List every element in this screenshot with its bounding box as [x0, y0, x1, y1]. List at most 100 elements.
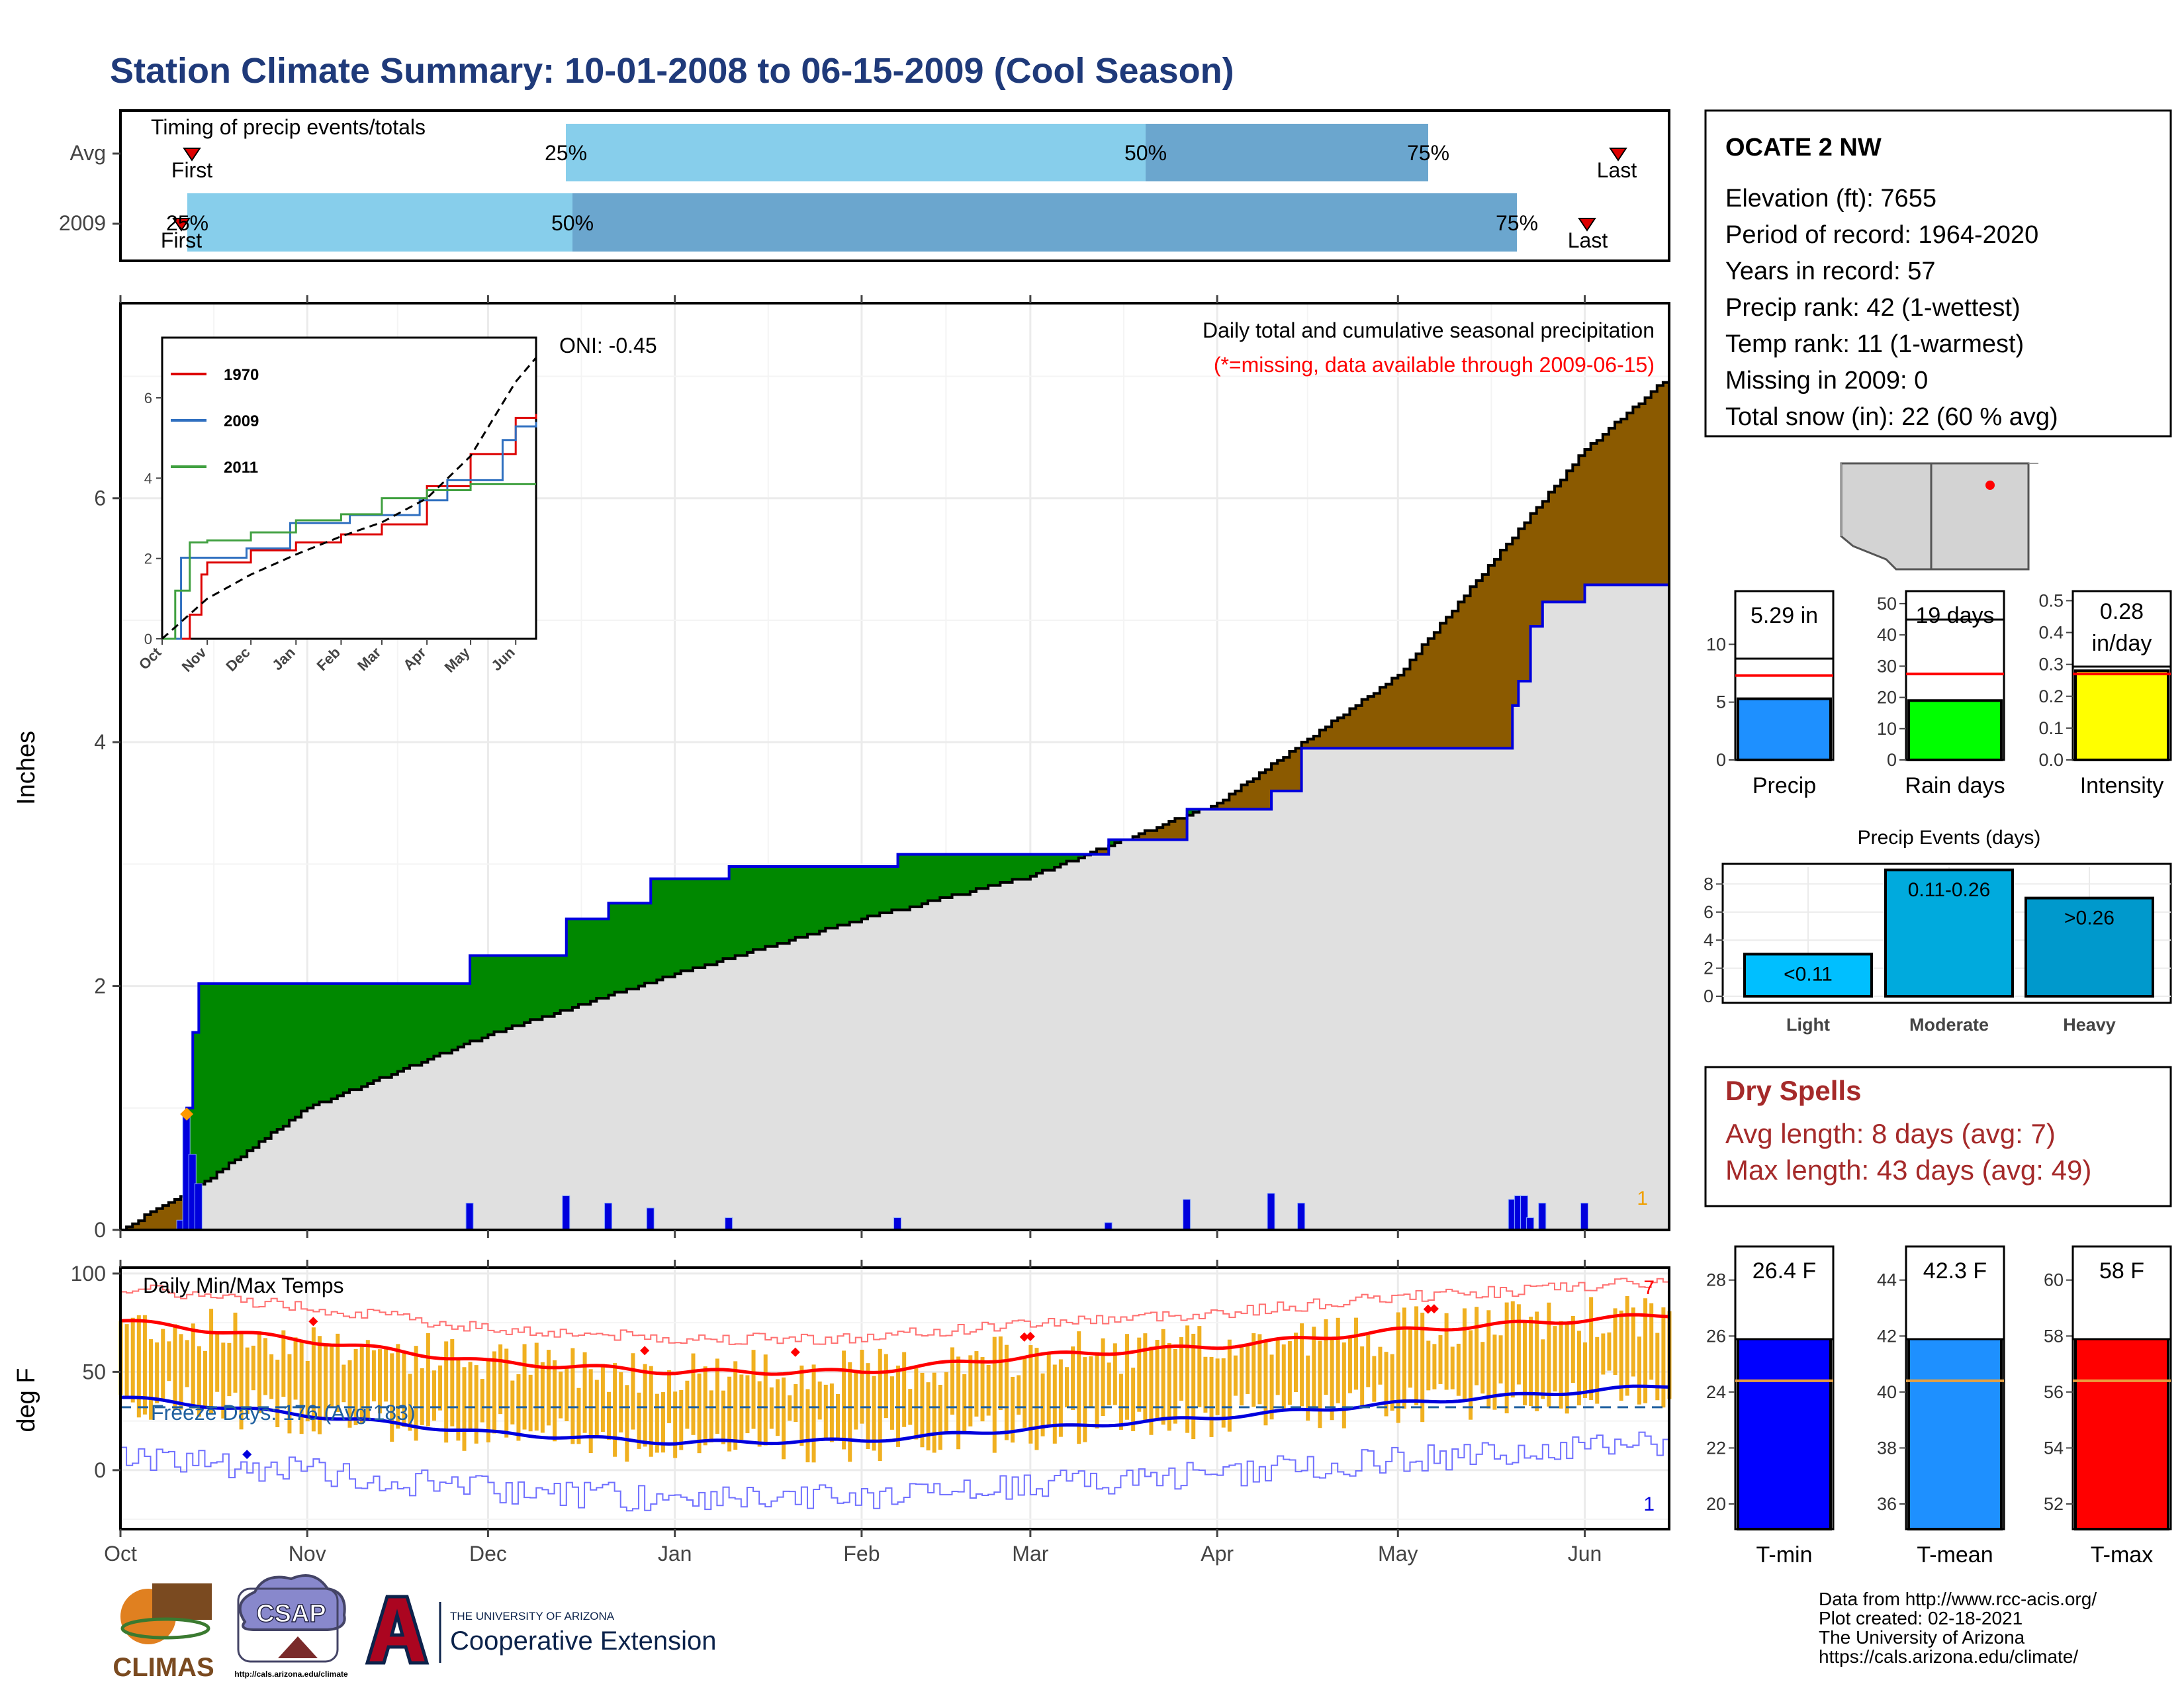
temp-day-bar	[347, 1360, 352, 1428]
precip-summary-value-box	[1734, 590, 1835, 660]
temp-day-bar	[1004, 1344, 1009, 1440]
temp-day-bar	[1559, 1321, 1563, 1409]
tmean-summary-ytick-label-3: 42	[1877, 1326, 1897, 1346]
inset-line-average	[161, 357, 537, 640]
daily-precip-bar-17	[1526, 1217, 1535, 1231]
temp-day-bar	[655, 1393, 659, 1453]
raindays-summary-ytick-label-4: 40	[1877, 625, 1897, 645]
temp-day-bar	[1203, 1356, 1208, 1413]
tmax-summary: 52 54 56 58 60 58 F T-max	[2044, 1245, 2172, 1568]
temp-day-bar	[920, 1372, 925, 1448]
temp-day-bar	[1504, 1302, 1509, 1414]
dry-spells-avg: Avg length: 8 days (avg: 7)	[1725, 1118, 2056, 1149]
temp-day-bar	[1293, 1333, 1298, 1393]
tmin-summary-value: 26.4 F	[1752, 1258, 1816, 1284]
temp-day-bar	[1017, 1375, 1021, 1415]
raindays-summary-bar	[1907, 699, 2003, 762]
csap-mountain-icon	[278, 1636, 318, 1658]
temp-day-bar	[1583, 1342, 1588, 1398]
temp-day-bar	[1023, 1358, 1027, 1428]
inset-line-2011	[162, 483, 536, 640]
temp-day-bar	[1619, 1310, 1623, 1401]
temp-day-bar	[860, 1350, 864, 1424]
timing-panel: Timing of precip events/totals Avg 2009 …	[59, 109, 1670, 262]
temp-day-bar	[167, 1341, 171, 1382]
precip-summary: 0 5 10 5.29 in Precip	[1706, 590, 1835, 798]
tmin-summary-ytick-label-3: 26	[1706, 1326, 1726, 1346]
tmax-summary-ytick-label-2: 56	[2044, 1382, 2064, 1402]
events-bar-text-1: 0.11-0.26	[1908, 879, 1991, 901]
temp-day-bar	[1113, 1343, 1117, 1405]
precip-ytick-label-0: 0	[94, 1218, 106, 1242]
temp-day-bar	[492, 1351, 497, 1434]
temp-day-bar	[1058, 1359, 1063, 1437]
station-info-frame	[1704, 109, 2172, 438]
temp-day-bar	[498, 1344, 503, 1415]
temp-day-bar	[1107, 1362, 1111, 1405]
temp-day-bar	[1330, 1338, 1334, 1421]
missing-data-note: (*=missing, data available through 2009-…	[1214, 353, 1655, 377]
tmin-summary-bar	[1737, 1323, 1832, 1530]
intensity-summary-value-box	[2071, 590, 2172, 668]
temp-day-bar	[685, 1380, 690, 1429]
temp-day-bar	[817, 1382, 822, 1420]
month-x-axis: Oct Nov Dec Jan Feb Mar Apr May Jun	[104, 1260, 1602, 1566]
temp-day-bar	[197, 1346, 201, 1417]
temp-day-bar	[1125, 1334, 1130, 1420]
ua-a-logo-icon	[365, 1595, 430, 1665]
raindays-summary-ytick-label-2: 20	[1877, 688, 1897, 708]
temp-day-bar	[269, 1354, 274, 1399]
inset-legend-label-2: 2011	[224, 459, 258, 477]
temp-day-bar	[1118, 1374, 1123, 1430]
precip-summary-ytick-label-1: 5	[1716, 692, 1726, 712]
timing-row-label-avg: Avg	[69, 141, 106, 165]
temp-day-bar	[1281, 1344, 1286, 1411]
temp-y-label: deg F	[13, 1368, 40, 1432]
temp-day-bar	[1432, 1344, 1437, 1389]
tmin-summary-value-box	[1734, 1245, 1835, 1340]
inset-line-2009	[162, 422, 537, 640]
temp-day-bar	[932, 1372, 936, 1453]
footer-line-3: The University of Arizona	[1819, 1627, 2025, 1648]
temp-day-bar	[1263, 1340, 1268, 1426]
temp-day-bar	[251, 1345, 255, 1391]
temp-day-bar	[1300, 1323, 1304, 1407]
temp-day-bar	[1661, 1307, 1666, 1408]
inset-legend: 1970 2009 2011	[171, 366, 259, 477]
temp-day-bar	[631, 1353, 635, 1430]
temp-day-bar	[914, 1368, 919, 1440]
temp-day-bar	[643, 1364, 647, 1447]
temp-day-bar	[1240, 1345, 1244, 1406]
raindays-summary-ytick-label-0: 0	[1887, 750, 1897, 770]
tmean-summary-ytick-label-1: 38	[1877, 1438, 1897, 1458]
y2009-last-label: Last	[1568, 228, 1608, 252]
events-bar-heavy	[2025, 896, 2154, 998]
temp-day-bar	[402, 1352, 406, 1427]
temp-day-bar	[474, 1365, 478, 1444]
temp-day-bar	[1378, 1346, 1383, 1385]
y2009-last-marker-icon	[1578, 218, 1596, 232]
inset-ytick-label-0: 0	[144, 631, 152, 647]
temp-day-bar	[1492, 1335, 1497, 1410]
csap-frame	[237, 1587, 339, 1663]
temp-day-bar	[884, 1354, 888, 1419]
temp-day-bar	[1420, 1313, 1425, 1423]
temp-day-bar	[1306, 1355, 1310, 1421]
temp-day-bar	[872, 1376, 876, 1451]
daily-precip-bar-4	[465, 1202, 474, 1231]
temp-day-bar	[715, 1358, 719, 1434]
temp-day-bar	[311, 1327, 316, 1432]
temp-day-bar	[553, 1360, 557, 1442]
raindays-summary-ytick-label-1: 10	[1877, 719, 1897, 739]
inset-ytick-label-3: 6	[144, 390, 152, 406]
temp-day-bar	[462, 1367, 467, 1451]
temp-day-bar	[1215, 1358, 1220, 1415]
temp-day-bar	[619, 1372, 623, 1432]
temp-day-bar	[1541, 1339, 1545, 1399]
avg-first-label: First	[171, 158, 212, 182]
raindays-summary-value: 19 days	[1915, 603, 1994, 628]
temp-day-bar	[371, 1350, 376, 1402]
temp-day-bar	[769, 1387, 774, 1429]
tmax-summary-label: T-max	[2091, 1542, 2153, 1568]
station-missing: Missing in 2009: 0	[1725, 367, 1928, 395]
